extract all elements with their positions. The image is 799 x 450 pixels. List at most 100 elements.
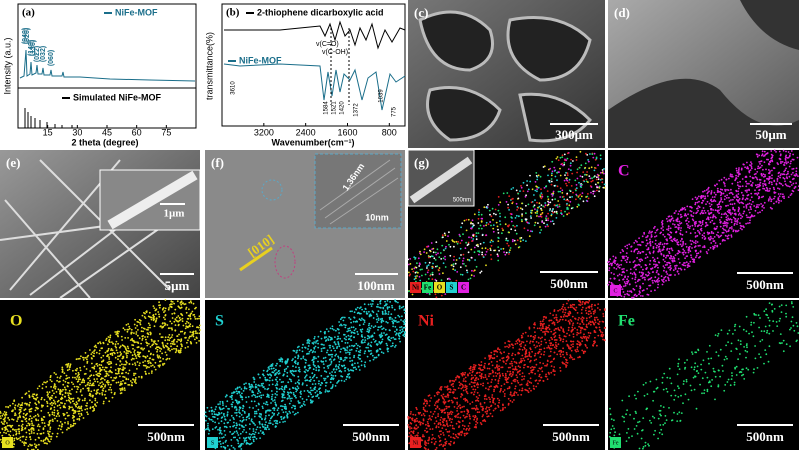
signal-dot — [584, 166, 587, 169]
signal-dot — [83, 381, 85, 384]
signal-dot — [319, 330, 322, 333]
signal-dot — [783, 173, 786, 176]
signal-dot — [258, 421, 261, 424]
signal-dot — [587, 193, 589, 195]
signal-dot — [584, 173, 586, 176]
signal-dot — [489, 247, 492, 250]
signal-dot — [432, 262, 434, 265]
signal-dot — [561, 192, 564, 194]
signal-dot — [78, 407, 81, 410]
signal-dot — [760, 203, 762, 205]
signal-dot — [704, 212, 707, 214]
signal-dot — [298, 401, 301, 404]
signal-dot — [792, 182, 795, 185]
signal-dot — [561, 189, 564, 192]
signal-dot — [253, 422, 255, 425]
signal-dot — [366, 312, 369, 315]
signal-dot — [366, 328, 369, 331]
signal-dot — [517, 246, 520, 249]
signal-dot — [126, 345, 129, 348]
signal-dot — [253, 435, 256, 438]
signal-dot — [40, 398, 43, 401]
signal-dot — [264, 417, 267, 420]
legend-entry: Ni — [412, 284, 419, 292]
signal-dot — [534, 211, 537, 214]
signal-dot — [127, 350, 130, 353]
signal-dot — [386, 307, 389, 310]
signal-dot — [104, 384, 107, 386]
signal-dot — [146, 332, 149, 335]
inset — [314, 153, 402, 229]
signal-dot — [748, 189, 750, 192]
signal-dot — [242, 405, 245, 408]
signal-dot — [233, 424, 236, 427]
signal-dot — [117, 381, 120, 384]
y-axis-label: transmittance(%) — [204, 32, 214, 100]
signal-dot — [51, 413, 54, 416]
signal-dot — [614, 262, 616, 265]
signal-dot — [37, 415, 40, 417]
signal-dot — [555, 204, 557, 207]
signal-dot — [19, 410, 22, 413]
signal-dot — [587, 181, 589, 184]
signal-dot — [500, 248, 502, 250]
signal-dot — [616, 263, 619, 265]
signal-dot — [275, 404, 278, 407]
signal-dot — [372, 326, 375, 329]
signal-dot — [101, 381, 103, 383]
signal-dot — [427, 269, 430, 272]
signal-dot — [108, 388, 110, 391]
signal-dot — [16, 438, 19, 441]
signal-dot — [544, 225, 547, 228]
signal-dot — [603, 172, 605, 175]
signal-dot — [714, 242, 717, 244]
signal-dot — [785, 173, 788, 176]
signal-dot — [594, 183, 597, 186]
signal-dot — [268, 396, 270, 398]
signal-dot — [153, 341, 156, 344]
signal-dot — [367, 303, 370, 306]
signal-dot — [157, 340, 160, 342]
signal-dot — [481, 234, 484, 237]
signal-dot — [358, 345, 361, 348]
signal-dot — [398, 335, 401, 338]
signal-dot — [298, 368, 301, 371]
signal-dot — [731, 174, 733, 176]
signal-dot — [327, 338, 329, 340]
signal-dot — [684, 208, 687, 211]
signal-dot — [276, 394, 278, 396]
signal-dot — [374, 341, 376, 343]
signal-dot — [63, 386, 66, 389]
signal-dot — [89, 392, 91, 395]
signal-dot — [181, 345, 183, 348]
signal-dot — [312, 361, 315, 364]
signal-dot — [737, 193, 740, 195]
signal-dot — [89, 375, 91, 378]
signal-dot — [60, 401, 62, 404]
signal-dot — [377, 326, 380, 329]
signal-dot — [709, 235, 712, 238]
signal-dot — [155, 308, 158, 311]
signal-dot — [226, 421, 229, 424]
signal-dot — [750, 203, 753, 206]
signal-dot — [702, 195, 704, 197]
signal-dot — [284, 420, 286, 423]
signal-dot — [338, 360, 341, 363]
signal-dot — [526, 180, 528, 182]
signal-dot — [136, 341, 139, 344]
signal-dot — [114, 369, 117, 371]
signal-dot — [676, 217, 679, 220]
signal-dot — [501, 232, 503, 235]
signal-dot — [659, 241, 662, 244]
signal-dot — [446, 278, 449, 280]
signal-dot — [639, 244, 642, 247]
signal-dot — [658, 280, 660, 282]
signal-dot — [563, 198, 566, 201]
signal-dot — [343, 364, 345, 367]
signal-dot — [716, 203, 719, 206]
signal-dot — [128, 325, 131, 328]
signal-dot — [746, 216, 749, 219]
signal-dot — [3, 417, 6, 420]
signal-dot — [109, 334, 112, 337]
